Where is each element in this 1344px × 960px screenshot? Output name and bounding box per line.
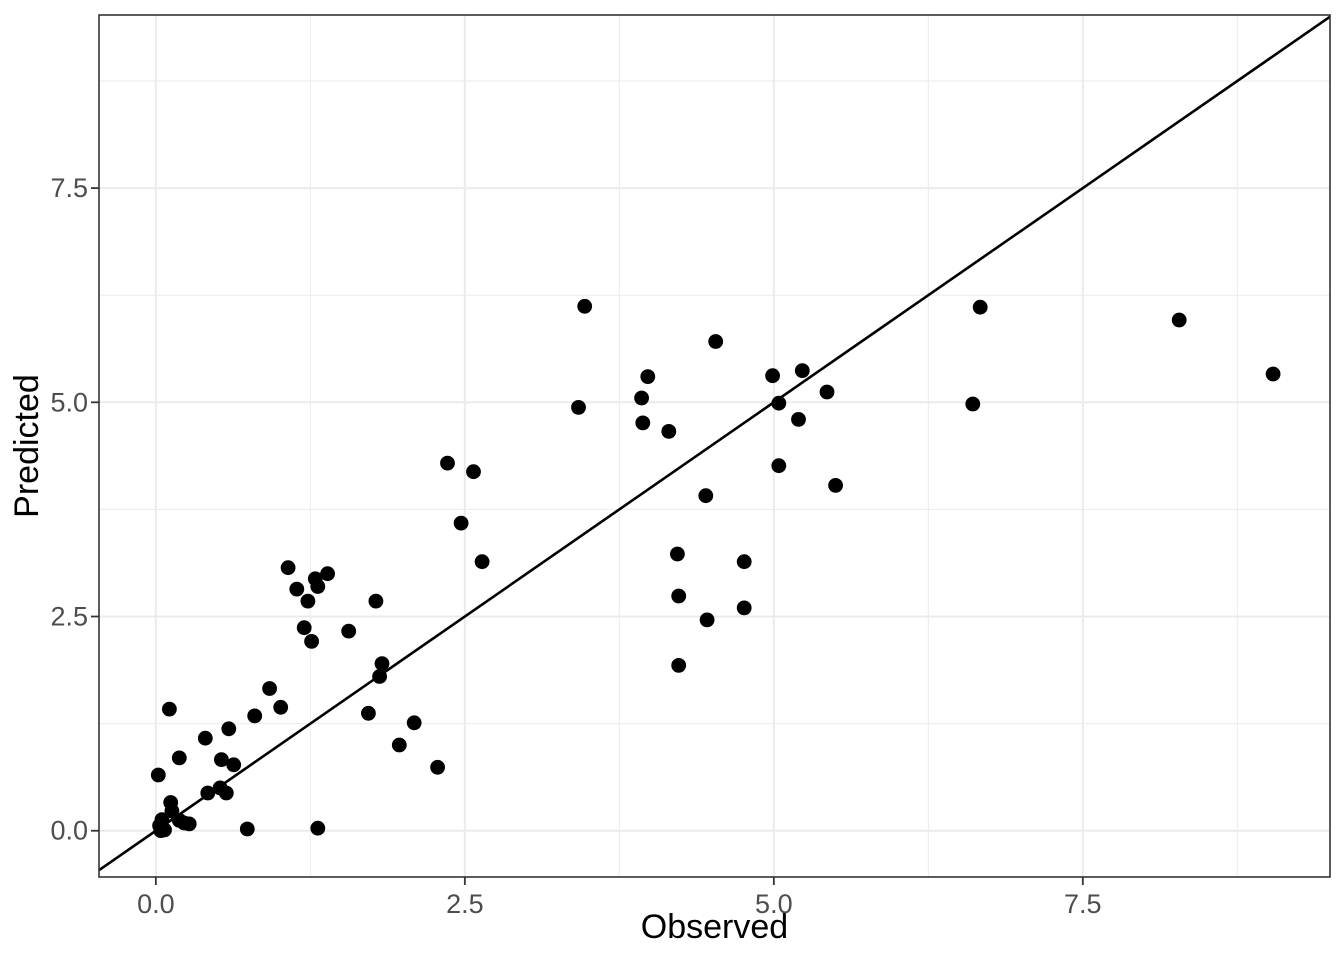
data-point	[828, 478, 843, 493]
axis-ticks	[91, 187, 1084, 885]
data-point	[181, 816, 197, 832]
data-point	[406, 715, 422, 731]
data-point	[273, 699, 289, 715]
x-tick-label: 0.0	[137, 889, 175, 919]
data-point	[304, 634, 319, 649]
data-point	[965, 396, 981, 412]
data-point	[972, 299, 988, 315]
data-point	[635, 415, 651, 431]
data-point	[262, 681, 277, 696]
data-point	[765, 368, 780, 384]
axis-tick-labels: 0.0 2.5 5.0 7.5 0.0 2.5 5.0 7.5	[50, 173, 1101, 919]
data-point	[162, 701, 177, 717]
data-point	[214, 752, 229, 767]
data-point	[239, 821, 255, 837]
minor-gridlines	[99, 15, 1330, 877]
data-point	[150, 767, 166, 783]
data-point	[391, 737, 407, 753]
data-point	[197, 730, 213, 746]
data-point	[368, 593, 384, 609]
data-point	[226, 757, 242, 773]
data-point	[794, 363, 810, 378]
data-point	[200, 785, 216, 801]
data-point	[671, 658, 687, 673]
data-point	[361, 705, 376, 721]
data-point	[280, 560, 296, 576]
data-point	[310, 820, 326, 836]
data-point	[634, 390, 649, 406]
data-point	[699, 612, 715, 628]
data-point	[474, 554, 490, 570]
x-tick-label: 7.5	[1064, 889, 1102, 919]
y-tick-label: 7.5	[50, 173, 88, 203]
data-point	[372, 669, 387, 684]
data-point	[310, 579, 326, 594]
data-point	[430, 759, 445, 775]
x-tick-label: 2.5	[446, 889, 484, 919]
data-point	[640, 369, 656, 384]
y-tick-label: 2.5	[50, 602, 88, 632]
data-point	[1171, 312, 1187, 328]
x-axis-title: Observed	[641, 908, 788, 946]
data-point	[320, 566, 335, 582]
data-point	[577, 298, 593, 314]
data-point	[153, 823, 169, 839]
data-point	[289, 581, 305, 597]
data-point	[671, 588, 687, 604]
data-point	[736, 554, 752, 570]
y-axis-title: Predicted	[8, 374, 46, 518]
data-point	[300, 593, 316, 609]
data-point	[819, 384, 835, 400]
data-point	[1265, 366, 1281, 382]
y-tick-label: 0.0	[50, 816, 88, 846]
data-point	[571, 400, 586, 415]
major-gridlines	[99, 15, 1330, 877]
data-point	[218, 785, 234, 801]
data-point	[736, 600, 752, 616]
data-point	[374, 656, 390, 671]
data-point	[708, 334, 724, 349]
data-point	[670, 546, 685, 562]
data-point	[791, 412, 806, 427]
data-point	[440, 455, 455, 471]
data-point	[661, 424, 677, 439]
data-point	[466, 464, 481, 480]
data-point	[221, 721, 237, 737]
data-point	[771, 458, 787, 474]
data-point	[171, 750, 187, 766]
panel-border	[98, 14, 1331, 878]
data-point	[341, 623, 357, 639]
data-points	[150, 298, 1281, 839]
data-point	[698, 488, 714, 504]
data-point	[453, 515, 469, 531]
y-tick-label: 5.0	[50, 387, 88, 417]
x-tick-label: 5.0	[755, 889, 793, 919]
identity-line	[98, 15, 1331, 872]
data-point	[296, 620, 312, 636]
data-point	[771, 395, 787, 411]
data-point	[247, 708, 263, 724]
